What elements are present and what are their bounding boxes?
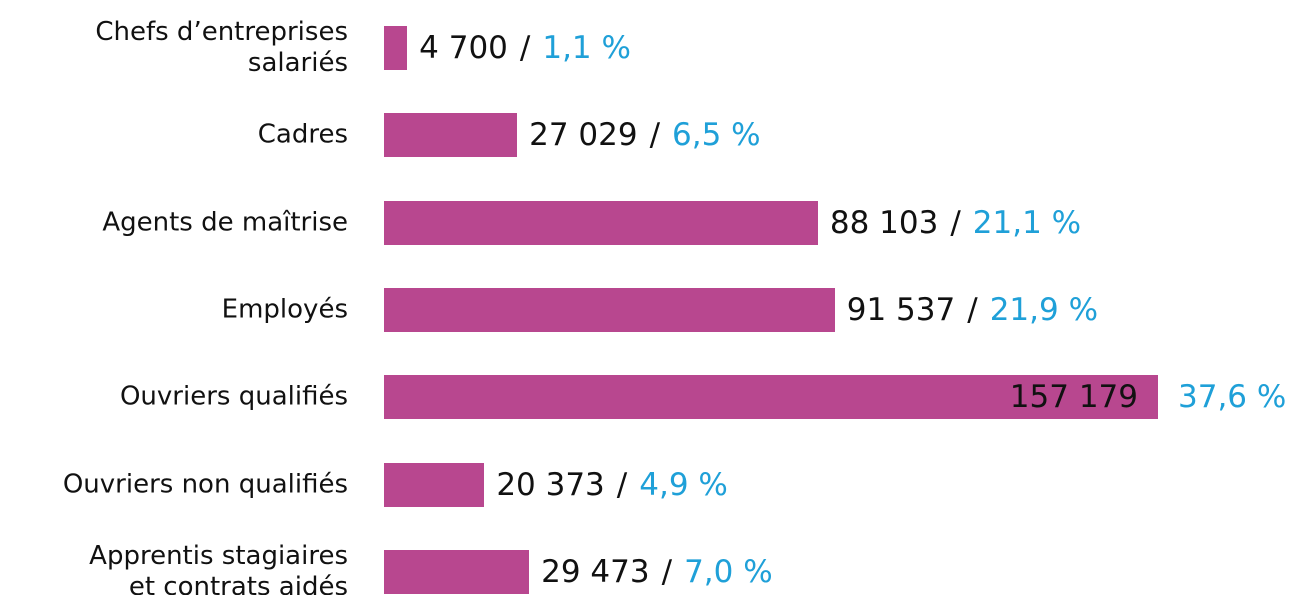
bar: [384, 287, 835, 332]
value-label-group: 20 373 / 4,9 %: [496, 467, 728, 503]
separator: /: [967, 291, 978, 328]
category-label: Apprentis stagiaires et contrats aidés: [89, 540, 348, 595]
bar: [384, 549, 530, 594]
share-label: 1,1 %: [542, 30, 631, 66]
value-label: 4 700: [419, 30, 508, 66]
value-label: 91 537: [846, 291, 956, 328]
separator: /: [661, 553, 673, 590]
share-label: 21,1 %: [972, 204, 1082, 241]
value-label: 27 029: [529, 117, 638, 154]
separator: /: [950, 204, 961, 241]
bar: [384, 26, 408, 70]
category-label: Ouvriers non qualifiés: [62, 469, 348, 499]
value-label: 88 103: [829, 204, 939, 241]
share-label: 37,6 %: [1178, 379, 1287, 416]
separator: /: [519, 30, 531, 66]
category-label: Ouvriers qualifiés: [119, 381, 348, 412]
value-label-group: 4 700 / 1,1 %: [419, 30, 631, 66]
value-label: 29 473: [541, 553, 650, 590]
category-label: Cadres: [257, 119, 348, 150]
value-label-group: 91 537 / 21,9 %: [847, 292, 1098, 328]
bar: [384, 375, 1158, 420]
bar: [384, 113, 518, 158]
value-label-group: 27 029 / 6,5 %: [529, 117, 761, 153]
bar: [384, 462, 485, 507]
value-label-group: 157 179: [1010, 379, 1138, 415]
value-label: 157 179: [1009, 379, 1138, 416]
share-label: 6,5 %: [672, 117, 761, 154]
separator: /: [616, 466, 628, 503]
share-label: 21,9 %: [989, 291, 1099, 328]
value-label: 20 373: [496, 466, 605, 503]
share-label: 4,9 %: [639, 466, 728, 503]
category-label: Employés: [221, 294, 348, 325]
category-label: Chefs d’entreprises salariés: [95, 17, 348, 78]
bar: [384, 200, 818, 245]
share-label: 7,0 %: [684, 553, 773, 590]
value-label-group: 29 473 / 7,0 %: [541, 554, 773, 590]
value-label-group: 88 103 / 21,1 %: [830, 205, 1081, 241]
separator: /: [649, 117, 661, 154]
category-label: Agents de maîtrise: [102, 207, 348, 238]
